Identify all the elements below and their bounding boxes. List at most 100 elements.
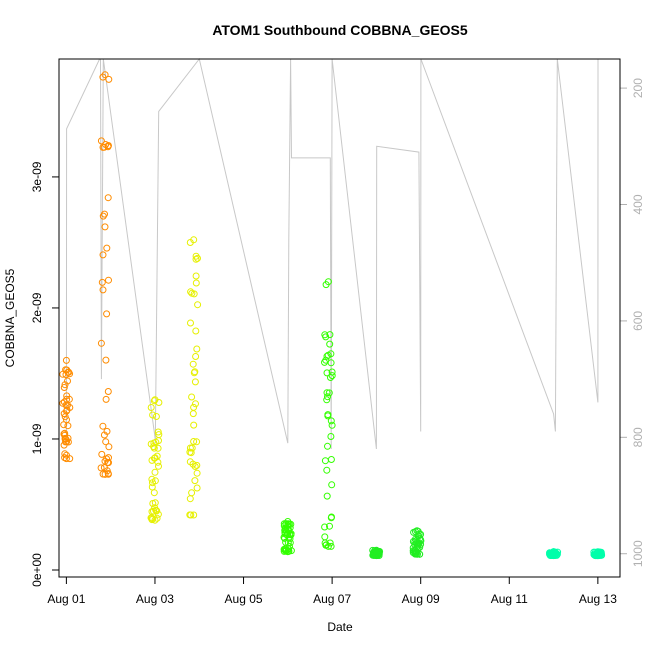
data-point	[188, 393, 196, 401]
y2-tick-label: 800	[631, 427, 645, 447]
x-tick-label: Aug 07	[313, 592, 351, 606]
data-point	[186, 448, 194, 456]
data-point	[324, 412, 332, 420]
x-tick-label: Aug 11	[491, 592, 528, 606]
data-point	[186, 444, 194, 452]
data-point	[151, 396, 159, 404]
data-point	[190, 421, 198, 429]
data-point	[154, 444, 162, 452]
data-point	[327, 359, 335, 367]
y-axis-label: COBBNA_GEOS5	[3, 268, 17, 367]
data-point	[192, 279, 200, 287]
data-point	[282, 538, 290, 546]
y-tick-label: 0e+00	[30, 553, 44, 587]
altitude-trace-line	[65, 57, 599, 450]
data-point	[192, 255, 200, 263]
data-point	[151, 468, 159, 476]
data-point	[327, 433, 335, 440]
data-point	[102, 438, 110, 446]
data-point	[150, 397, 158, 405]
x-tick-label: Aug 09	[402, 592, 440, 606]
data-point	[154, 428, 162, 436]
data-point	[193, 345, 201, 353]
data-point	[105, 443, 113, 451]
data-point	[191, 368, 199, 376]
data-point	[100, 431, 108, 439]
plot-frame	[58, 58, 621, 578]
data-point	[97, 137, 105, 145]
y2-tick-label: 1000	[631, 540, 645, 567]
data-point	[321, 533, 329, 541]
data-point	[99, 422, 107, 430]
data-point	[59, 399, 67, 407]
data-point	[413, 550, 421, 558]
data-point	[416, 550, 424, 558]
data-point	[149, 411, 157, 419]
data-point	[62, 366, 70, 374]
data-point	[150, 489, 158, 497]
data-point	[410, 528, 418, 536]
data-point	[62, 438, 69, 446]
data-point	[324, 542, 332, 550]
y-tick-label: 1e-09	[30, 423, 44, 454]
data-point	[64, 377, 71, 385]
y-tick-label: 3e-09	[30, 161, 44, 192]
y2-tick-label: 400	[631, 194, 645, 214]
data-point	[99, 251, 107, 259]
data-point	[60, 421, 68, 429]
y-tick-label: 2e-09	[30, 292, 44, 323]
data-point	[105, 276, 112, 284]
data-point	[321, 523, 329, 531]
data-point	[286, 539, 294, 547]
data-point	[285, 547, 293, 555]
data-point	[321, 457, 329, 465]
data-point	[328, 513, 335, 521]
data-point	[327, 456, 335, 463]
data-point	[148, 475, 156, 483]
data-point	[105, 459, 112, 467]
data-point	[191, 477, 199, 485]
data-point	[192, 353, 200, 360]
data-point	[189, 360, 197, 368]
data-point	[374, 548, 382, 556]
data-point	[324, 351, 332, 359]
data-point	[153, 452, 161, 460]
data-point	[193, 469, 201, 477]
data-point	[191, 463, 199, 470]
data-point	[415, 539, 423, 547]
data-point	[97, 339, 105, 347]
data-point	[413, 527, 421, 535]
data-point	[149, 479, 156, 487]
data-point	[60, 398, 68, 406]
data-point	[186, 458, 194, 466]
data-point	[190, 236, 198, 244]
data-point	[60, 410, 68, 418]
x-tick-label: Aug 05	[225, 592, 263, 606]
data-point	[322, 541, 330, 549]
data-point	[155, 462, 162, 470]
data-point	[105, 454, 112, 462]
data-point	[322, 333, 330, 341]
data-point	[148, 483, 156, 491]
data-point	[101, 223, 109, 231]
data-point	[60, 384, 68, 391]
data-point	[188, 489, 196, 497]
data-point	[99, 73, 107, 81]
data-point	[189, 410, 197, 418]
data-point	[151, 516, 159, 524]
data-point	[105, 75, 113, 83]
data-point	[62, 455, 70, 463]
data-point	[326, 522, 333, 530]
data-point	[61, 413, 69, 421]
data-point	[281, 530, 289, 538]
data-point	[152, 438, 160, 446]
data-point	[328, 421, 336, 429]
data-point	[280, 547, 288, 555]
data-point	[327, 374, 334, 381]
data-point	[284, 539, 292, 547]
data-point	[149, 500, 157, 507]
chart-title: ATOM1 Southbound COBBNA_GEOS5	[212, 22, 468, 38]
data-point	[192, 327, 200, 335]
data-point	[64, 422, 72, 430]
